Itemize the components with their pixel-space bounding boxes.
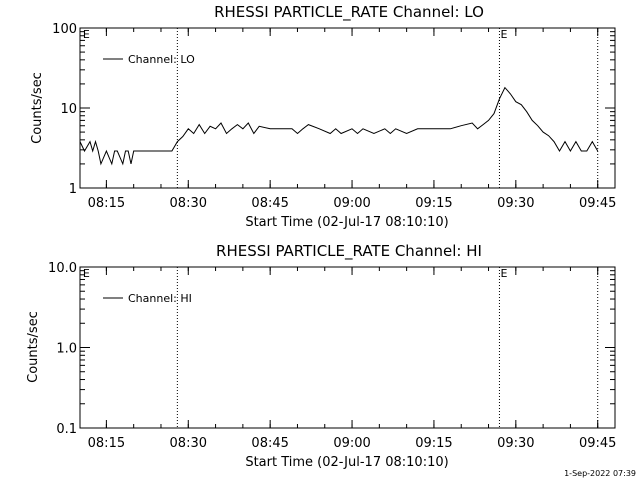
x-tick-label: 09:30 — [497, 436, 534, 451]
x-tick-label: 08:45 — [251, 196, 288, 211]
x-axis-label: Start Time (02-Jul-17 08:10:10) — [245, 455, 448, 470]
y-tick-label: 1.0 — [56, 342, 77, 357]
chart-title: RHESSI PARTICLE_RATE Channel: HI — [216, 242, 482, 261]
event-marker-label: E — [83, 28, 90, 41]
y-axis-label: Counts/sec — [26, 311, 41, 383]
x-tick-label: 08:15 — [88, 436, 125, 451]
x-tick-label: 09:15 — [415, 196, 452, 211]
x-tick-label: 08:30 — [170, 196, 207, 211]
y-axis-label: Counts/sec — [30, 72, 45, 144]
event-marker-label: E — [500, 267, 507, 280]
x-axis-label: Start Time (02-Jul-17 08:10:10) — [245, 215, 448, 230]
x-tick-label: 08:15 — [88, 196, 125, 211]
y-tick-label: 10.0 — [48, 261, 77, 276]
plot-frame — [79, 27, 616, 189]
y-tick-label: 1 — [69, 182, 77, 197]
footer-timestamp: 1-Sep-2022 07:39 — [564, 469, 636, 478]
x-tick-label: 09:15 — [415, 436, 452, 451]
series-line — [79, 86, 599, 166]
x-tick-label: 09:00 — [333, 436, 370, 451]
legend-label: Channel: HI — [128, 292, 192, 305]
x-tick-label: 08:45 — [251, 436, 288, 451]
panel-hi: RHESSI PARTICLE_RATE Channel: HI Start T… — [26, 242, 616, 470]
y-tick-label: 100 — [52, 22, 77, 37]
chart-title: RHESSI PARTICLE_RATE Channel: LO — [214, 3, 484, 22]
legend-label: Channel: LO — [128, 53, 195, 66]
event-marker-label: E — [83, 267, 90, 280]
x-tick-label: 09:45 — [579, 196, 616, 211]
x-tick-label: 08:30 — [170, 436, 207, 451]
x-tick-label: 09:30 — [497, 196, 534, 211]
y-tick-label: 10 — [60, 102, 77, 117]
y-tick-label: 0.1 — [56, 422, 77, 437]
x-tick-label: 09:45 — [579, 436, 616, 451]
event-marker-label: E — [500, 28, 507, 41]
x-tick-label: 09:00 — [333, 196, 370, 211]
panel-lo: RHESSI PARTICLE_RATE Channel: LO Start T… — [30, 3, 616, 230]
